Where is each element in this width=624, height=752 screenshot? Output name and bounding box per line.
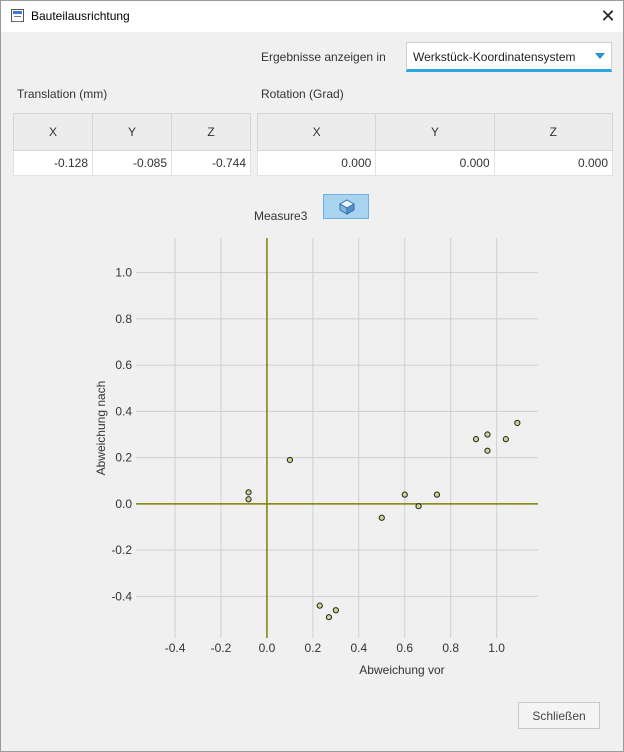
data-point (245, 496, 252, 503)
close-icon[interactable]: ✕ (600, 6, 616, 26)
translation-value-z: -0.744 (171, 150, 251, 176)
measure-view-button[interactable] (323, 194, 369, 219)
rotation-header-z: Z (493, 113, 614, 151)
x-tick-label: 0.4 (350, 641, 367, 655)
rotation-value-y: 0.000 (375, 150, 495, 176)
translation-header-y: Y (92, 113, 172, 151)
data-point (325, 614, 333, 621)
data-point (245, 489, 252, 496)
rotation-title: Rotation (Grad) (261, 87, 344, 101)
title-bar: Bauteilausrichtung ✕ (1, 1, 623, 32)
data-point (484, 447, 491, 454)
chevron-down-icon (595, 53, 605, 59)
data-point (484, 431, 491, 438)
cube-view-icon (338, 199, 356, 215)
data-point (316, 602, 323, 609)
data-point (433, 491, 441, 498)
data-point (286, 456, 294, 464)
y-axis-label: Abweichung nach (94, 381, 108, 476)
translation-header-x: X (13, 113, 93, 151)
translation-header-z: Z (171, 113, 251, 151)
translation-table: X Y Z -0.128 -0.085 -0.744 (13, 113, 251, 176)
data-point (415, 503, 422, 510)
y-tick-label: 0.0 (115, 497, 132, 511)
data-point (332, 607, 339, 614)
rotation-header-x: X (256, 113, 377, 151)
deviation-chart: -0.4 -0.2 0.0 0.2 0.4 0.6 0.8 1.0 -0.4 -0.2 0.0 0.2… (94, 238, 538, 677)
rotation-table: X Y Z 0.000 0.000 0.000 (256, 113, 614, 176)
y-tick-label: 0.6 (115, 358, 132, 372)
data-point (378, 514, 385, 521)
y-tick-label: 1.0 (115, 266, 132, 280)
y-tick-label: -0.2 (111, 543, 132, 557)
data-point (401, 491, 408, 498)
data-point (472, 436, 480, 443)
rotation-value-x: 0.000 (256, 150, 377, 176)
translation-title: Translation (mm) (17, 87, 108, 101)
y-tick-label: 0.2 (115, 451, 132, 465)
translation-value-x: -0.128 (13, 150, 93, 176)
rotation-value-z: 0.000 (493, 150, 614, 176)
measure-label: Measure3 (254, 209, 308, 223)
y-tick-label: 0.4 (115, 404, 132, 418)
app-icon (11, 9, 24, 22)
data-point (514, 419, 521, 427)
rotation-header-y: Y (375, 113, 495, 151)
y-tick-label: 0.8 (115, 312, 132, 326)
x-axis-label: Abweichung vor (359, 663, 444, 677)
x-tick-label: 0.6 (396, 641, 413, 655)
window-title: Bauteilausrichtung (31, 9, 130, 23)
x-tick-label: 0.2 (305, 641, 322, 655)
y-tick-label: -0.4 (111, 589, 132, 603)
x-tick-label: 0.8 (442, 641, 459, 655)
x-tick-label: 1.0 (488, 641, 505, 655)
coordinate-system-value: Werkstück-Koordinatensystem (413, 50, 576, 64)
x-tick-label: -0.2 (211, 641, 232, 655)
close-button[interactable]: Schließen (518, 702, 600, 729)
x-tick-label: -0.4 (165, 641, 186, 655)
data-point (502, 436, 509, 443)
results-label: Ergebnisse anzeigen in (261, 50, 386, 64)
coordinate-system-select[interactable]: Werkstück-Koordinatensystem (406, 42, 612, 72)
translation-value-y: -0.085 (92, 150, 172, 176)
x-tick-label: 0.0 (259, 641, 276, 655)
